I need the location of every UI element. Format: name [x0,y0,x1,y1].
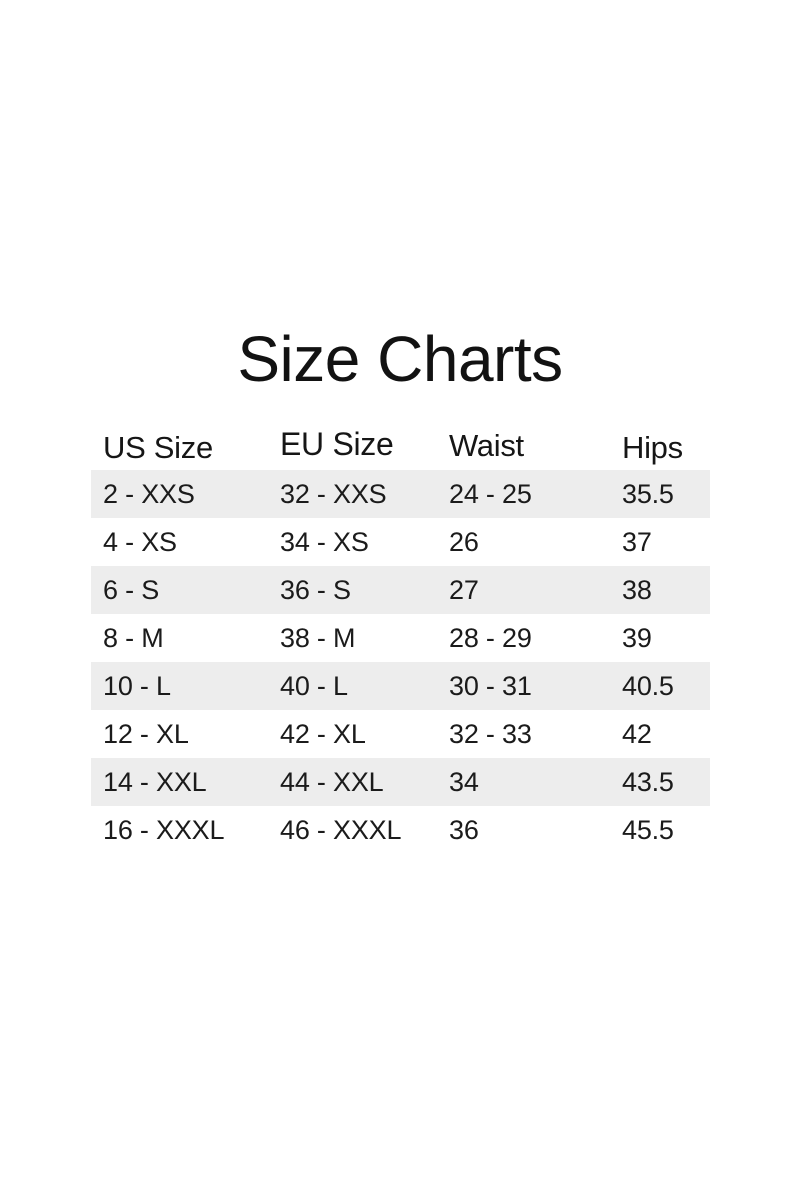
page-title: Size Charts [237,322,563,395]
cell-waist: 27 [449,574,479,605]
cell-waist: 32 - 33 [449,718,532,749]
cell-eu-size: 32 - XXS [280,478,387,509]
cell-us-size: 8 - M [103,622,164,653]
cell-eu-size: 38 - M [280,622,356,653]
cell-hips: 39 [622,622,652,653]
cell-waist: 28 - 29 [449,622,532,653]
table-row: 14 - XXL 44 - XXL 34 43.5 [91,758,710,806]
cell-us-size: 4 - XS [103,526,177,557]
cell-hips: 37 [622,526,652,557]
header-cell-us-size: US Size [103,430,213,465]
cell-waist: 24 - 25 [449,478,532,509]
cell-eu-size: 40 - L [280,670,348,701]
cell-hips: 45.5 [622,814,674,845]
cell-hips: 38 [622,574,652,605]
table-row: 2 - XXS 32 - XXS 24 - 25 35.5 [91,470,710,518]
size-chart-table: US Size EU Size Waist Hips 2 - XXS 32 - … [91,420,710,854]
header-cell-hips: Hips [622,430,683,465]
cell-hips: 43.5 [622,766,674,797]
cell-eu-size: 36 - S [280,574,351,605]
table-header-row: US Size EU Size Waist Hips [91,420,710,470]
cell-eu-size: 46 - XXXL [280,814,402,845]
cell-eu-size: 34 - XS [280,526,369,557]
table-row: 4 - XS 34 - XS 26 37 [91,518,710,566]
cell-us-size: 14 - XXL [103,766,207,797]
cell-us-size: 2 - XXS [103,478,195,509]
cell-waist: 36 [449,814,479,845]
cell-waist: 34 [449,766,479,797]
table-body: 2 - XXS 32 - XXS 24 - 25 35.5 4 - XS 34 … [91,470,710,854]
cell-hips: 42 [622,718,652,749]
cell-us-size: 6 - S [103,574,160,605]
cell-us-size: 12 - XL [103,718,189,749]
table-row: 6 - S 36 - S 27 38 [91,566,710,614]
cell-waist: 30 - 31 [449,670,532,701]
cell-waist: 26 [449,526,479,557]
cell-hips: 40.5 [622,670,674,701]
cell-us-size: 16 - XXXL [103,814,225,845]
table-row: 12 - XL 42 - XL 32 - 33 42 [91,710,710,758]
table-row: 8 - M 38 - M 28 - 29 39 [91,614,710,662]
cell-eu-size: 44 - XXL [280,766,384,797]
cell-us-size: 10 - L [103,670,171,701]
cell-eu-size: 42 - XL [280,718,366,749]
header-cell-eu-size: EU Size [280,426,394,462]
table-row: 16 - XXXL 46 - XXXL 36 45.5 [91,806,710,854]
cell-hips: 35.5 [622,478,674,509]
header-cell-waist: Waist [449,428,524,463]
table-row: 10 - L 40 - L 30 - 31 40.5 [91,662,710,710]
